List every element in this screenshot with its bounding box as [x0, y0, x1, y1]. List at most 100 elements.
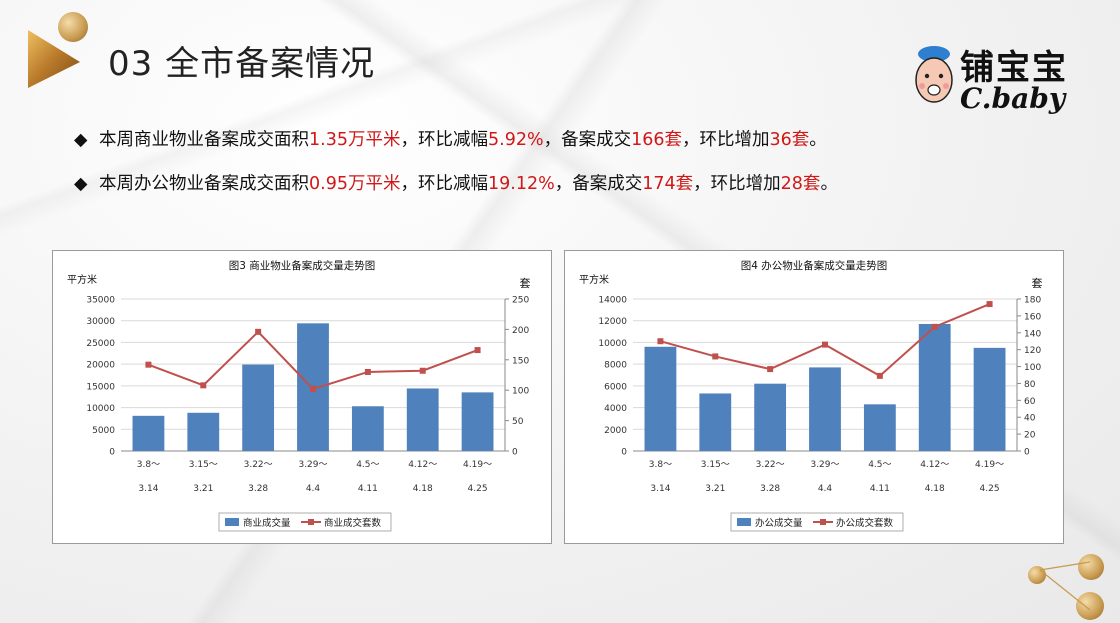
- line-point: [419, 367, 426, 374]
- line-point: [200, 382, 207, 389]
- highlight-value: 19.12%: [488, 174, 555, 194]
- bullet-text: ，备案成交: [543, 130, 632, 150]
- x-tick-label: 3.29～: [298, 460, 327, 470]
- line-point: [657, 338, 664, 345]
- bar: [973, 347, 1006, 451]
- chart-office: 图4 办公物业备案成交量走势图 平方米套 0 2000 4000 6000 8000 1000…: [564, 250, 1064, 544]
- highlight-value: 28套: [780, 174, 821, 194]
- gold-dot-top: [58, 12, 88, 42]
- bullet-text: ，环比减幅: [400, 130, 489, 150]
- bullet-text: ，备案成交: [554, 174, 643, 194]
- line-point: [310, 385, 316, 392]
- y2-axis-label: 套: [1032, 277, 1043, 290]
- legend-swatch-point: [820, 519, 826, 525]
- x-tick-label: 3.21: [705, 484, 725, 494]
- legend-entry: 商业成交套数: [324, 517, 382, 529]
- y-tick-label: 12000: [598, 317, 627, 327]
- legend-entry: 办公成交量: [755, 517, 803, 529]
- bar: [863, 404, 896, 451]
- line-point: [364, 368, 371, 375]
- y-tick-label: 20000: [86, 361, 115, 371]
- x-tick-label: 3.21: [193, 484, 213, 494]
- y-tick-label: 6000: [604, 382, 627, 392]
- y-tick-label: 10000: [598, 339, 627, 349]
- y-tick-label: 0: [109, 448, 115, 458]
- legend: 办公成交量 办公成交套数: [730, 512, 904, 532]
- chart-commercial: 图3 商业物业备案成交量走势图 平方米 套 0 5000 10000 15000 20000 2…: [52, 250, 552, 544]
- y-tick-label: 8000: [604, 361, 627, 371]
- x-tick-label: 4.25: [980, 484, 1000, 494]
- highlight-value: 1.35万平米: [309, 130, 401, 150]
- legend-swatch-bar: [737, 518, 751, 526]
- x-tick-label: 3.22～: [756, 460, 785, 470]
- y-axis-label: 平方米: [579, 273, 609, 286]
- y2-tick-label: 0: [512, 448, 518, 458]
- line-point: [255, 328, 262, 335]
- logo-chinese-name: 铺宝宝: [960, 48, 1068, 88]
- line-point: [474, 347, 481, 354]
- bar: [809, 367, 841, 451]
- y-tick-label: 14000: [598, 296, 627, 306]
- y-tick-label: 0: [621, 448, 627, 458]
- y2-tick-label: 80: [1024, 380, 1036, 390]
- legend-swatch-point: [308, 519, 314, 525]
- x-tick-label: 3.8～: [137, 460, 160, 470]
- bar: [644, 346, 677, 451]
- x-tick-label: 4.19～: [463, 460, 492, 470]
- bar: [918, 323, 951, 451]
- legend-swatch-bar: [225, 518, 239, 526]
- x-tick-label: 3.15～: [701, 460, 730, 470]
- y2-tick-label: 0: [1024, 448, 1030, 458]
- gold-dot-bottom-1: [1078, 554, 1104, 580]
- legend-entry: 办公成交套数: [836, 517, 894, 529]
- bullet-text: 本周办公物业备案成交面积: [99, 174, 310, 194]
- y-tick-label: 5000: [92, 426, 115, 436]
- x-tick-label: 3.28: [248, 484, 268, 494]
- legend-entry: 商业成交量: [243, 517, 291, 529]
- x-tick-label: 4.18: [925, 484, 945, 494]
- bullet-text: ，环比增加: [682, 130, 770, 150]
- highlight-value: 174套: [642, 174, 694, 194]
- y2-axis-label: 套: [520, 277, 531, 290]
- x-tick-label: 4.12～: [408, 460, 437, 470]
- bar: [187, 412, 220, 451]
- x-tick-label: 4.19～: [975, 460, 1004, 470]
- x-tick-label: 3.29～: [810, 460, 839, 470]
- y2-tick-label: 180: [1024, 296, 1041, 306]
- highlight-value: 166套: [631, 130, 683, 150]
- y2-tick-label: 250: [512, 296, 529, 306]
- bar: [754, 383, 787, 451]
- line-point: [931, 323, 938, 330]
- x-tick-label: 3.15～: [189, 460, 218, 470]
- y2-tick-label: 100: [1024, 363, 1041, 373]
- x-tick-label: 4.12～: [920, 460, 949, 470]
- x-tick-label: 4.25: [468, 484, 488, 494]
- bar: [351, 406, 384, 451]
- gold-dot-bottom-3: [1076, 592, 1104, 620]
- y2-tick-label: 200: [512, 326, 529, 336]
- y2-tick-label: 120: [1024, 346, 1041, 356]
- chart-title: 图3 商业物业备案成交量走势图: [229, 259, 376, 272]
- x-tick-label: 4.5～: [356, 460, 379, 470]
- diamond-bullet-icon: ◆: [74, 130, 88, 150]
- y-tick-label: 30000: [86, 317, 115, 327]
- y2-tick-label: 20: [1024, 431, 1036, 441]
- bullet-text: 。: [820, 174, 838, 194]
- y2-tick-label: 40: [1024, 414, 1036, 424]
- bullet-text: 。: [809, 130, 827, 150]
- legend: 商业成交量 商业成交套数: [218, 512, 392, 532]
- y2-tick-label: 50: [512, 417, 524, 427]
- y2-tick-label: 140: [1024, 329, 1041, 339]
- x-tick-label: 4.18: [413, 484, 433, 494]
- baby-face-icon: [915, 46, 953, 103]
- y-tick-label: 15000: [86, 382, 115, 392]
- bar: [242, 364, 275, 451]
- x-tick-label: 3.28: [760, 484, 780, 494]
- line-point: [986, 301, 993, 308]
- line-point: [876, 372, 883, 379]
- bar: [132, 415, 165, 451]
- y-axis-label: 平方米: [67, 273, 97, 286]
- bullet-text: ，环比减幅: [400, 174, 489, 194]
- highlight-value: 5.92%: [488, 130, 544, 150]
